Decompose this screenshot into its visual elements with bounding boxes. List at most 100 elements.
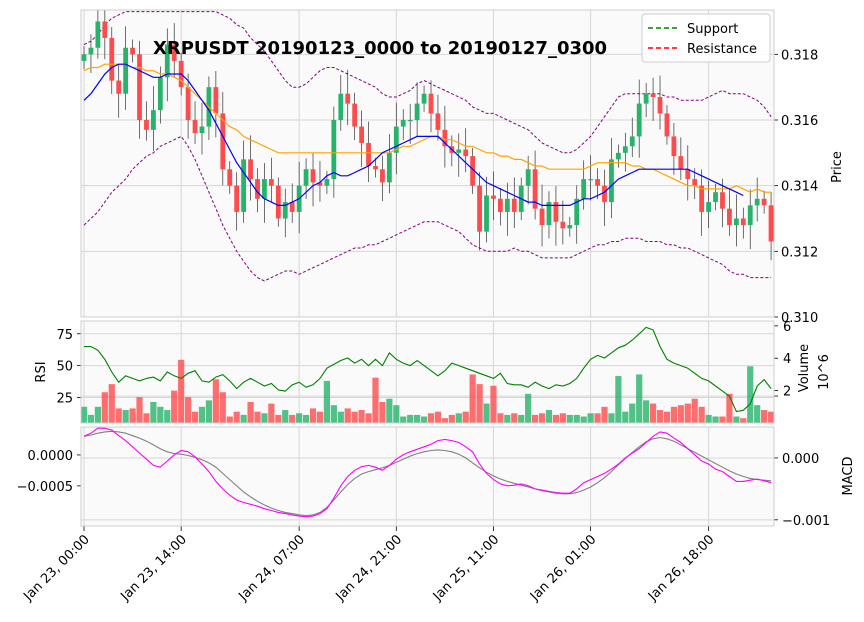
volume-bar [101,392,108,423]
candle-body [123,47,129,94]
candle-body [477,185,482,232]
candle-body [109,37,115,81]
candle-body [581,179,587,199]
candle-body [678,156,684,170]
candle-body [137,54,142,120]
axes [77,9,778,531]
volume-bar [525,393,532,423]
volume-bar [386,398,393,423]
candle-body [275,185,281,219]
rsi-series [84,326,772,413]
candle-body [484,195,489,232]
candle-body [185,87,191,120]
candle-body [768,205,774,242]
volume-bar [337,411,344,423]
candle-body [498,198,503,212]
candle-body [622,146,628,153]
candle-body [116,80,122,94]
macd-y-tick-label: 0.000 [782,452,819,467]
candle-body [81,54,87,61]
candle-body [255,179,260,199]
volume-bar [615,376,622,423]
legend-support-label: Support [687,22,738,37]
candle-body [761,198,767,206]
volume-bar [677,405,684,423]
volume-bar [330,405,337,423]
volume-bar [559,413,566,423]
candle-body [657,97,663,114]
rsi-y-tick-label: 75 [56,328,73,343]
volume-bar [219,392,226,423]
rsi-y-tick-label: 25 [56,392,73,407]
volume-bar [296,413,303,423]
candle-body [713,192,718,203]
candlestick-series [81,10,774,261]
macd-series [83,427,772,518]
candle-body [442,129,448,147]
candle-body [546,202,552,226]
volume-bar [164,410,171,423]
volume-bar [434,411,442,423]
volume-bar [129,408,136,423]
volume-bar [205,400,213,423]
volume-bar [254,411,261,423]
macd-signal-line [83,430,772,517]
volume-bar [302,414,310,423]
volume-bar [198,406,206,423]
candle-body [268,179,274,186]
volume-bar [767,411,775,423]
candle-body [595,179,600,186]
volume-bar [608,413,615,423]
volume-bar [698,406,705,423]
volume-bar [309,408,317,423]
volume-bar [115,408,122,423]
volume-bar [427,413,435,423]
candle-body [421,93,427,104]
candle-body [303,169,309,186]
volume-bar [143,413,150,423]
volume-bar [705,414,712,423]
panel-frame [80,426,775,527]
candle-body [609,159,614,203]
volume-y-tick-label: 4 [783,352,791,367]
volume-bar [490,385,497,423]
candle-body [435,113,441,130]
candle-body [602,185,607,203]
volume-bar [212,379,219,423]
volume-bar [726,393,733,423]
candle-body [504,198,510,212]
panel-frame [80,9,775,318]
candle-body [345,93,351,104]
volume-bar [545,410,553,423]
volume-bar [94,406,101,423]
candle-body [199,126,205,134]
volume-bar [622,411,629,423]
candle-body [532,169,538,209]
volume-bar [344,408,351,423]
candle-body [366,142,371,166]
candle-body [241,159,247,212]
volume-bar [268,403,275,423]
macd-y-tick-label: −0.001 [782,514,830,529]
volume-bar [663,411,671,423]
price-y-tick-label: 0.312 [781,245,818,260]
volume-bar [108,384,115,423]
volume-bar [670,406,677,423]
candle-body [164,44,170,78]
legend-resistance-label: Resistance [687,42,757,57]
chart-title: XRPUSDT 20190123_0000 to 20190127_0300 [153,38,607,59]
candle-body [629,136,635,147]
volume-bar [761,410,768,423]
candle-body [95,21,101,48]
volume-bar [532,414,539,423]
volume-bar [282,410,289,423]
volume-bar [580,416,587,423]
candle-body [338,93,344,120]
candle-body [380,169,385,183]
volume-bar [691,398,698,423]
rsi-line [84,326,772,413]
volume-bar [191,411,199,423]
volume-bar [407,414,414,423]
macd-axis-label: MACD [841,457,856,496]
